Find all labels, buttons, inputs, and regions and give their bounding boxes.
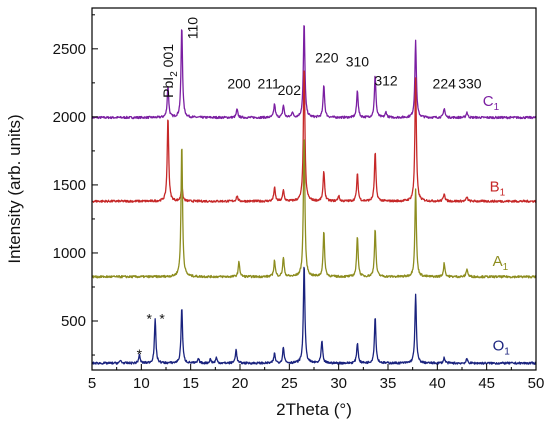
peak-annotations: PbI2 001 110 200 211 202 220 310 312 224…	[137, 17, 482, 362]
series-traces	[91, 25, 537, 365]
x-tick-label: 50	[528, 375, 545, 392]
x-tick-label: 35	[380, 375, 397, 392]
series-line-o1	[91, 266, 537, 365]
hkl-label-310: 310	[346, 54, 370, 70]
pbi2-prefix: PbI	[160, 77, 176, 98]
x-tick-label: 15	[182, 375, 199, 392]
hkl-label-202: 202	[278, 82, 302, 98]
pbi2-suffix: 001	[160, 44, 176, 71]
series-label-o1: O1	[493, 337, 511, 357]
x-tick-label: 45	[478, 375, 495, 392]
hkl-label-211: 211	[257, 75, 280, 91]
series-line-a1	[91, 139, 537, 279]
hkl-label-110: 110	[185, 17, 201, 40]
x-tick-label: 25	[281, 375, 298, 392]
y-tick-label: 500	[61, 313, 86, 330]
hkl-label-200: 200	[227, 75, 251, 91]
star-marker-1: *	[137, 346, 143, 362]
y-tick-label: 2000	[53, 109, 86, 126]
x-tick-label: 5	[88, 375, 96, 392]
series-line-c1	[91, 25, 537, 120]
series-label-a1: A1	[493, 253, 509, 273]
x-tick-label: 40	[429, 375, 446, 392]
y-axis-title: Intensity (arb. units)	[5, 114, 24, 263]
hkl-label-312: 312	[374, 73, 398, 89]
y-tick-label: 2500	[53, 41, 86, 58]
x-axis-title: 2Theta (°)	[276, 400, 352, 419]
series-label-b1: B1	[490, 179, 506, 199]
pbi2-001-label: PbI2 001	[160, 44, 180, 98]
star-marker-2: *	[147, 311, 153, 327]
series-label-c1: C1	[483, 93, 500, 113]
hkl-label-224: 224	[433, 75, 457, 91]
y-tick-label: 1500	[53, 177, 86, 194]
y-tick-label: 1000	[53, 245, 86, 262]
series-line-b1	[91, 70, 537, 203]
hkl-label-220: 220	[315, 49, 339, 65]
x-axis-ticks: 5 10 15 20 25 30 35 40 45 50	[88, 364, 545, 392]
series-labels: C1 B1 A1 O1	[483, 93, 511, 357]
star-marker-3: *	[159, 311, 165, 327]
x-tick-label: 20	[232, 375, 249, 392]
y-axis-ticks: 500 1000 1500 2000 2500	[53, 14, 98, 356]
hkl-label-330: 330	[458, 75, 482, 91]
x-tick-label: 10	[133, 375, 150, 392]
x-tick-label: 30	[330, 375, 347, 392]
pbi2-sub: 2	[169, 71, 180, 77]
